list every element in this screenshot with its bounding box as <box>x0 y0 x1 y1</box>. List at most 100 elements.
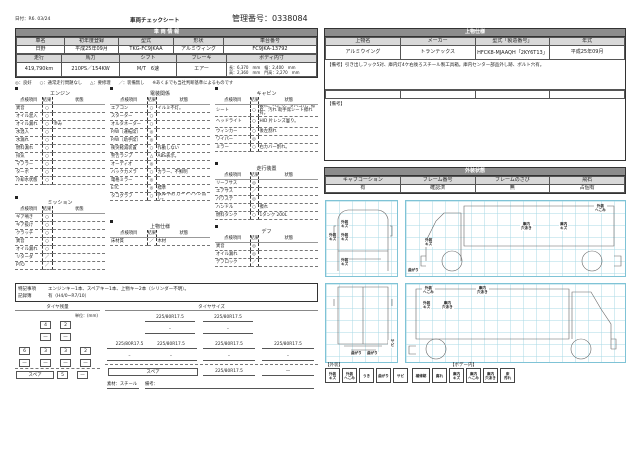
tire-size-rear: 225/80R17.5 <box>107 341 152 349</box>
check-item: エアコン <box>110 104 147 113</box>
check-row: ギア抜け ○ <box>15 221 105 230</box>
special-notes: エンジンキー1本、スペアキー1本、上物キー2本（シリンダー不明）。 <box>48 287 190 292</box>
check-row: 異音 ○ <box>15 237 105 246</box>
front-view-diagram: 外装 キズ 外装 キズ 外装 キズ 外装 キズ <box>325 200 398 277</box>
tire-front-left: 4 <box>40 321 51 329</box>
check-item: バックカメラ <box>110 168 147 177</box>
check-item: P/W（運転席） <box>110 128 147 137</box>
electrical-section: 電装関係 点検項目 結果 状態 エアコン ○ イルミ不灯。 スターター ○ オルタネーター ○ P/W… <box>110 87 210 201</box>
tire-remaining-title: タイヤ残量 <box>15 304 100 311</box>
damage-legend-item: 外装 へこみ <box>342 368 357 383</box>
check-item: オイル漏れ <box>15 120 42 129</box>
legend-item: △：要修理 <box>90 81 111 86</box>
check-result: ○ <box>41 176 53 185</box>
check-status <box>156 128 210 137</box>
check-item: オーディオ <box>110 160 147 169</box>
check-item: ギア鳴き <box>15 213 42 222</box>
section-marker <box>215 162 218 165</box>
check-status: 擦れ <box>258 203 318 212</box>
check-row: PTO ／ <box>15 261 105 270</box>
exterior-label: フレームのさび <box>474 176 551 185</box>
tire-size-front-sub: – <box>203 326 253 334</box>
damage-legend-item: 曲がり <box>376 368 391 383</box>
column-header: 結果 <box>249 235 259 243</box>
check-row: ウィンカー ○ 後左割れ <box>215 127 318 136</box>
horsepower: 210PS／154KW <box>61 62 120 77</box>
check-item: ミラー <box>215 143 250 152</box>
upper-name: アルミウイング <box>325 45 401 60</box>
diff-section: デフ点検項目結果状態異音◎オイル漏れ◎デフロック／ <box>215 225 318 267</box>
check-row: オイル漏れ ○ 滲み <box>15 120 105 129</box>
tire-size-front: 225/80R17.5 <box>145 314 195 322</box>
check-item: タコグラフ <box>110 192 147 201</box>
check-result: ／ <box>146 237 157 246</box>
vehicle-info-table: 車 両 情 報 車名 初年度登録 型式 形状 車台番号 日野 平成25年09月 TKG-FC9… <box>15 28 318 78</box>
vehicle-info-title: 車 両 情 報 <box>16 29 317 37</box>
check-item: P/W（助手席） <box>110 136 147 145</box>
check-result: ○ <box>41 120 53 129</box>
tire-size-title: タイヤサイズ <box>105 304 318 311</box>
tire-spare: 5 <box>57 371 68 379</box>
running-section: 走行装置点検項目結果状態リーフサス◎エアサス／パワステ◎ハンドル○擦れ燃料タンク… <box>215 162 318 220</box>
section-marker <box>110 87 113 90</box>
tire-size-rear-sub: – <box>262 353 314 361</box>
check-result: ○ <box>41 144 53 153</box>
check-row: ミラー ○ 右カバー割れ。 <box>215 143 318 152</box>
check-row: 警告ランプ △ ABS表示。 <box>110 152 210 161</box>
check-row: リターダ／ <box>15 253 105 262</box>
check-row: ヘッドライト ○ HID 片レンズ曇り。 <box>215 116 318 128</box>
check-status <box>52 136 105 145</box>
section-title: デフ <box>261 229 272 235</box>
legend-item: ◎：良好 <box>15 81 32 86</box>
column-header: 結果 <box>249 97 259 105</box>
vehicle-info-label: シフト <box>119 54 177 63</box>
check-item: PTO <box>15 261 42 270</box>
damage-tag: 外装 へこみ <box>422 286 435 295</box>
check-status <box>52 253 105 262</box>
tire-rear-sub: — <box>60 359 71 367</box>
check-result: ○ <box>249 104 259 117</box>
tire-rear: 6 <box>19 347 30 355</box>
mission-section: ミッション 点検項目 結果 状態 ギア鳴き ○ ギア抜け ○ クラッチ ○ 異音 ○ オイル漏れ ○ リター… <box>15 196 105 270</box>
check-row: 水漏れ ○ <box>15 136 105 145</box>
check-result: ◎ <box>146 136 157 145</box>
check-result: ○ <box>41 128 53 137</box>
check-row: オイル混入 ○ <box>15 112 105 121</box>
damage-tag: 外装 キズ <box>424 238 434 247</box>
column-header: 点検項目 <box>15 206 42 214</box>
check-item: 異音 <box>15 104 42 113</box>
check-row: 燃料タンク ○ 1タンク 200L <box>215 211 318 220</box>
check-row: パワステ ◎ <box>215 195 318 204</box>
check-result: ◎ <box>146 176 157 185</box>
check-status: HID 片レンズ曇り。 <box>258 116 318 128</box>
check-row: オイル漏れ ○ <box>15 245 105 254</box>
exterior-value: 有 <box>325 184 401 193</box>
check-status: 右カバー割れ。 <box>258 143 318 152</box>
check-status: 滲み <box>52 120 105 129</box>
check-result: ◎ <box>249 179 259 188</box>
damage-tag: 外装 キズ <box>328 233 338 242</box>
upper-remark-1: 【備考】引き出しフック5対、庫内灯4ケ右後ろスチール製工具箱。庫内センター部品外… <box>325 60 625 90</box>
damage-tag: 外装 へこみ <box>594 204 607 213</box>
section-marker <box>215 225 218 228</box>
spare-label: スペア <box>16 371 54 379</box>
check-row: ターボ ○ <box>15 168 105 177</box>
damage-legend-item: 床汚れ <box>500 368 515 383</box>
check-row: 床材質／木材 <box>110 237 210 246</box>
exterior-label: キャブコーション <box>325 176 401 185</box>
check-item: スターター <box>110 112 147 121</box>
tire-remarks: 備考： <box>145 381 314 389</box>
column-header: 状態 <box>156 230 210 238</box>
check-item: ギア抜け <box>15 221 42 230</box>
check-status <box>258 135 318 144</box>
check-row: エアサス／ <box>215 187 318 196</box>
upper-model: HFCK8-MJAAQH「2KY6T13」 <box>474 45 551 60</box>
legend-item: ○：通常走行問題なし <box>39 81 83 86</box>
check-result: ○ <box>41 104 53 113</box>
check-row: ワイパー ◎ <box>215 135 318 144</box>
check-item: パワステ <box>215 195 250 204</box>
damage-tag: 庫内 キズ <box>559 222 569 231</box>
check-status <box>52 261 105 270</box>
tire-spare-sub: — <box>77 371 88 379</box>
tire-rear-sub: — <box>40 359 51 367</box>
